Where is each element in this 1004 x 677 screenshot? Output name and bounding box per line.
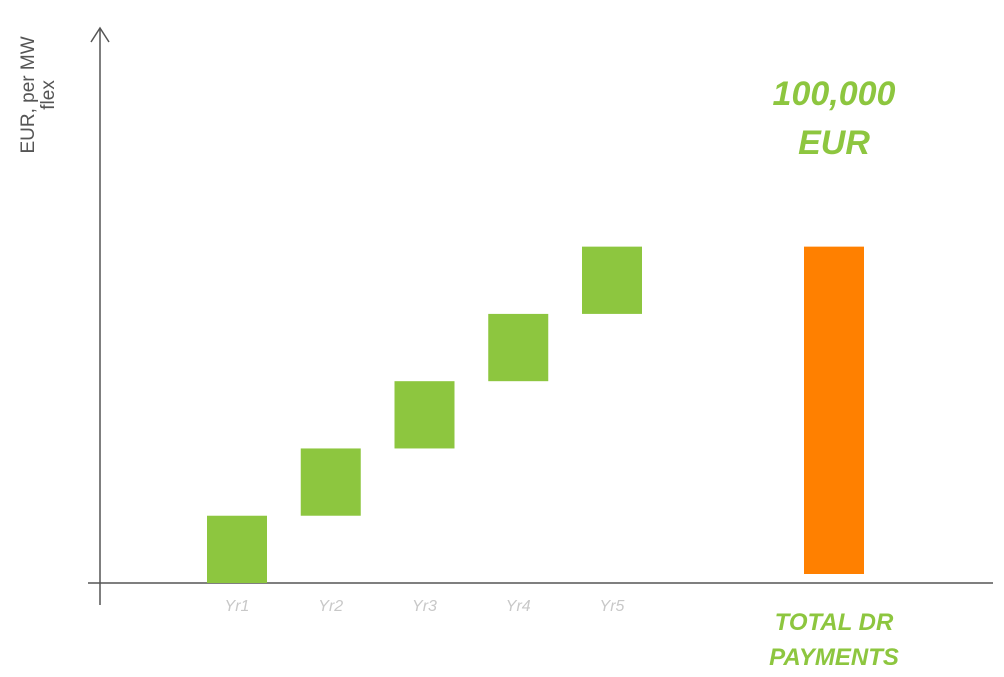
- x-tick-label: Yr1: [225, 598, 250, 615]
- bar: [207, 515, 267, 583]
- total-label: TOTAL DR PAYMENTS: [769, 609, 899, 671]
- bar: [394, 381, 455, 449]
- bar: [582, 246, 642, 314]
- y-axis-label: EUR, per MW flex: [18, 36, 59, 154]
- x-tick-label: Yr4: [506, 598, 531, 615]
- total-value-label: 100,000 EUR: [772, 75, 896, 163]
- bar: [300, 448, 361, 516]
- total-bar: [804, 246, 864, 575]
- bar: [488, 313, 549, 382]
- x-tick-label: Yr5: [600, 598, 625, 615]
- x-tick-label: Yr3: [412, 598, 437, 615]
- x-tick-label: Yr2: [318, 598, 343, 615]
- y-axis-arrow: [90, 26, 110, 43]
